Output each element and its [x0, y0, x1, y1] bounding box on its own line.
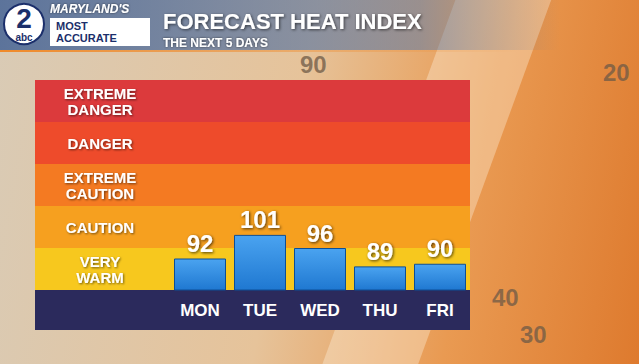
svg-text:EXTREME: EXTREME — [64, 169, 137, 186]
svg-text:VERY: VERY — [80, 253, 120, 270]
svg-text:DANGER: DANGER — [67, 101, 132, 118]
svg-text:WARM: WARM — [76, 269, 124, 286]
svg-text:30: 30 — [520, 321, 547, 348]
svg-text:101: 101 — [240, 206, 280, 233]
svg-text:abc: abc — [15, 32, 33, 43]
svg-text:40: 40 — [492, 284, 519, 311]
svg-text:CAUTION: CAUTION — [66, 219, 134, 236]
svg-text:MOST: MOST — [56, 20, 88, 32]
svg-text:20: 20 — [603, 59, 630, 86]
svg-text:FORECAST HEAT INDEX: FORECAST HEAT INDEX — [163, 9, 422, 34]
svg-text:EXTREME: EXTREME — [64, 85, 137, 102]
svg-text:96: 96 — [307, 220, 334, 247]
svg-text:MON: MON — [180, 301, 220, 320]
svg-text:92: 92 — [187, 230, 214, 257]
svg-text:FRI: FRI — [426, 301, 453, 320]
svg-text:89: 89 — [367, 238, 394, 265]
svg-text:DANGER: DANGER — [67, 135, 132, 152]
svg-text:THU: THU — [363, 301, 398, 320]
svg-text:WED: WED — [300, 301, 340, 320]
svg-text:90: 90 — [300, 51, 327, 78]
svg-text:90: 90 — [427, 235, 454, 262]
svg-text:2: 2 — [16, 3, 32, 34]
svg-text:MARYLAND'S: MARYLAND'S — [50, 2, 129, 16]
svg-text:ACCURATE: ACCURATE — [56, 32, 117, 44]
svg-text:CAUTION: CAUTION — [66, 185, 134, 202]
svg-text:TUE: TUE — [243, 301, 277, 320]
svg-text:THE NEXT 5 DAYS: THE NEXT 5 DAYS — [163, 36, 268, 50]
